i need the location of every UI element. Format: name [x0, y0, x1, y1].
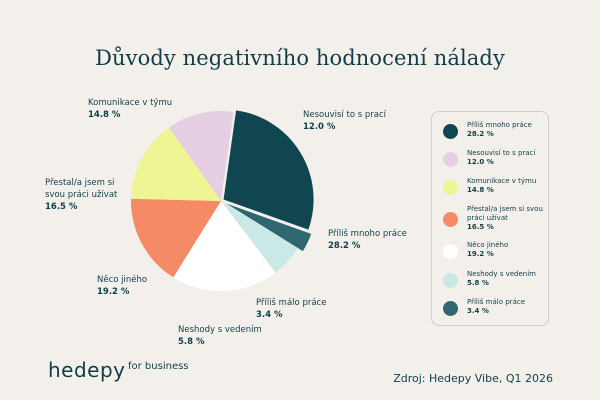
slice-label-too-little-work: Příliš málo práce 3.4 % [256, 297, 326, 321]
legend-swatch [443, 152, 458, 167]
legend-entry: Příliš mnoho práce 28.2 % [467, 121, 532, 139]
legend-entry: Příliš málo práce 3.4 % [467, 298, 525, 316]
slice-label-value: 14.8 % [88, 110, 121, 120]
chart-title: Důvody negativního hodnocení nálady [95, 46, 505, 70]
slice-label-not-work-related: Nesouvisí to s prací 12.0 % [303, 109, 386, 133]
slice-label-too-much-work: Příliš mnoho práce 28.2 % [328, 228, 407, 252]
legend-label: Nesouvisí to s prací [467, 149, 536, 157]
slice-label-text: Něco jiného [97, 275, 148, 285]
pie-slice-something-else [173, 201, 276, 291]
slice-label-text: Neshody s vedením [178, 325, 262, 335]
slice-label-value: 5.8 % [178, 337, 205, 347]
legend-entry: Nesouvisí to s prací 12.0 % [467, 149, 535, 167]
slice-label-team-communication: Komunikace v týmu 14.8 % [88, 97, 172, 121]
slice-label-value: 16.5 % [45, 202, 78, 212]
legend-entry: Něco jiného 19.2 % [467, 241, 508, 259]
legend-value: 3.4 % [467, 307, 489, 315]
slice-label-text: Přestal/a jsem si svou práci užívat [45, 178, 118, 200]
logo-word: hedepy [48, 358, 126, 382]
legend-swatch [443, 301, 458, 316]
pie-slice-team-communication [131, 127, 221, 201]
slice-label-disagreement-management: Neshody s vedením 5.8 % [178, 324, 262, 348]
legend-label: Něco jiného [467, 241, 509, 249]
legend-value: 28.2 % [467, 130, 494, 138]
legend-entry: Neshody s vedením 5.8 % [467, 270, 536, 288]
slice-label-value: 3.4 % [256, 310, 283, 320]
logo-subtitle: for business [128, 361, 189, 372]
source-note: Zdroj: Hedepy Vibe, Q1 2026 [393, 372, 553, 385]
legend-value: 19.2 % [467, 250, 494, 258]
slice-label-text: Komunikace v týmu [88, 98, 173, 108]
legend-value: 5.8 % [467, 279, 489, 287]
pie-slice-too-little-work [226, 203, 312, 252]
legend-swatch [443, 124, 458, 139]
legend-label: Přestal/a jsem si svou práci užívat [467, 205, 543, 222]
legend-entry: Přestal/a jsem si svou práci užívat 16.5 … [467, 205, 549, 232]
slice-label-value: 12.0 % [303, 122, 336, 132]
legend-swatch [443, 244, 458, 259]
slice-label-value: 28.2 % [328, 241, 361, 251]
legend-value: 12.0 % [467, 158, 494, 166]
legend: Příliš mnoho práce 28.2 % Nesouvisí to s … [431, 111, 549, 326]
legend-value: 16.5 % [467, 223, 494, 231]
hedepy-logo: hedepy for business [48, 358, 189, 382]
slice-label-text: Nesouvisí to s prací [303, 110, 386, 120]
legend-entry: Komunikace v týmu 14.8 % [467, 177, 536, 195]
slice-label-text: Příliš málo práce [256, 298, 327, 308]
legend-label: Neshody s vedením [467, 270, 536, 278]
legend-swatch [443, 212, 458, 227]
slice-label-stopped-enjoying: Přestal/a jsem si svou práci užívat 16.5… [45, 177, 135, 213]
pie-slice-disagreement-management [221, 201, 298, 273]
legend-swatch [443, 180, 458, 195]
slice-label-something-else: Něco jiného 19.2 % [97, 274, 147, 298]
legend-label: Komunikace v týmu [467, 177, 537, 185]
legend-label: Příliš málo práce [467, 298, 526, 306]
legend-label: Příliš mnoho práce [467, 121, 532, 129]
slice-label-value: 19.2 % [97, 287, 130, 297]
pie-slice-too-much-work [223, 110, 314, 230]
pie-slice-not-work-related [169, 111, 234, 201]
legend-swatch [443, 273, 458, 288]
legend-value: 14.8 % [467, 186, 494, 194]
slice-label-text: Příliš mnoho práce [328, 229, 407, 239]
pie-slice-stopped-enjoying [131, 198, 221, 278]
